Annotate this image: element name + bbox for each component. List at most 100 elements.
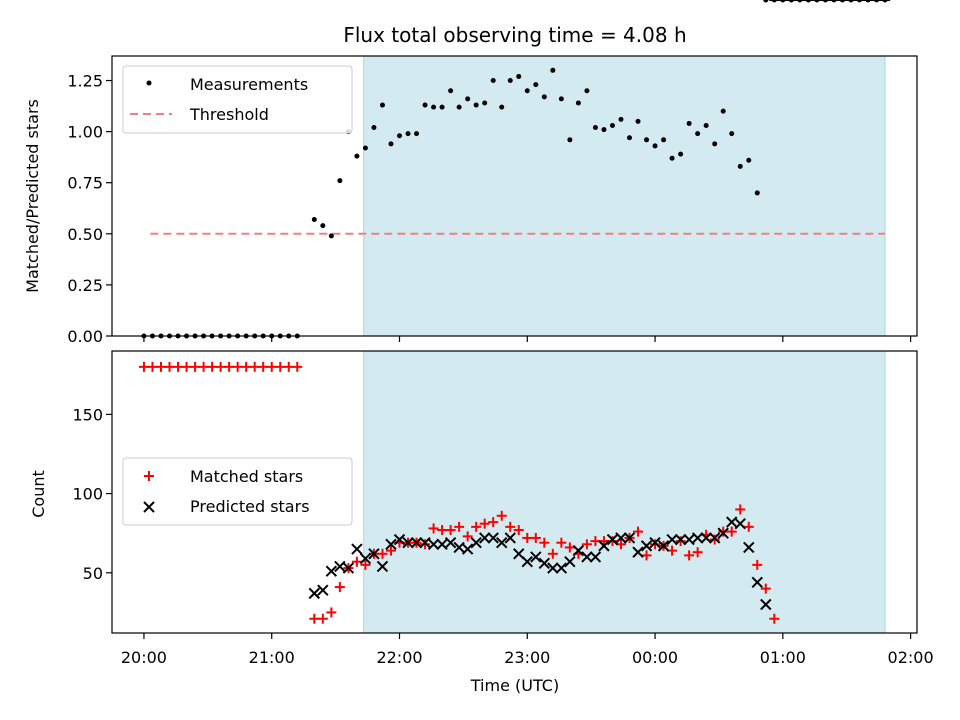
measurement-point	[567, 137, 573, 143]
predicted-star-point	[402, 536, 414, 549]
measurement-point	[729, 131, 735, 137]
matched-star-point	[377, 548, 388, 559]
predicted-star-point	[657, 540, 670, 552]
measurement-point	[337, 178, 343, 184]
matched-star-point	[479, 518, 490, 529]
matched-star-point	[385, 545, 396, 556]
top-panel: 0.00 0.25 0.50 0.75 1.00 1.25 Matched/Predict…	[23, 0, 918, 346]
measurement-point	[601, 127, 607, 133]
legend-threshold: Threshold	[189, 105, 269, 124]
matched-star-point	[675, 536, 686, 547]
matched-star-point	[598, 536, 609, 547]
matched-star-point	[360, 559, 371, 570]
matched-star-point	[309, 613, 320, 624]
measurement-point	[388, 141, 394, 147]
measurement-point	[592, 125, 598, 131]
measurement-point	[328, 233, 334, 239]
matched-star-point	[138, 361, 149, 372]
x-tick-label: 21:00	[249, 648, 295, 667]
measurement-point	[550, 67, 556, 73]
measurement-point	[414, 131, 420, 137]
measurement-point	[686, 120, 692, 126]
y-tick-label: 0.75	[67, 174, 103, 193]
measurement-point	[422, 102, 428, 108]
matched-star-point	[735, 504, 746, 515]
predicted-star-point	[691, 532, 704, 544]
matched-star-point	[181, 361, 192, 372]
x-axis-label: Time (UTC)	[470, 676, 559, 695]
matched-star-point	[462, 531, 473, 542]
measurement-point	[669, 155, 675, 161]
matched-star-point	[215, 361, 226, 372]
top-legend: Measurements Threshold	[122, 65, 353, 134]
predicted-star-point	[606, 533, 619, 546]
measurement-point	[737, 163, 743, 169]
observing-window-shade	[363, 350, 886, 634]
x-tick-label: 00:00	[632, 648, 678, 667]
matched-star-point	[539, 537, 550, 548]
top-legend-box	[122, 65, 353, 134]
measurement-point	[678, 151, 684, 157]
measurement-point	[439, 104, 445, 110]
bottom-panel-frame	[111, 350, 918, 634]
measurement-point	[379, 102, 385, 108]
measurement-point	[499, 104, 505, 110]
measurement-point	[618, 116, 624, 122]
bottom-ylabel: Count	[29, 470, 48, 518]
measurement-point	[448, 88, 454, 94]
x-tick-label: 01:00	[760, 648, 806, 667]
matched-star-point	[334, 582, 345, 593]
predicted-star-point	[572, 544, 585, 557]
y-tick-label: 0.25	[67, 276, 103, 295]
legend-matched: Matched stars	[190, 467, 303, 486]
matched-star-point	[292, 361, 303, 372]
matched-star-point	[420, 539, 431, 550]
matched-star-point	[224, 361, 235, 372]
measurement-point	[763, 0, 769, 3]
predicted-star-point	[334, 560, 346, 573]
measurement-point	[482, 100, 488, 106]
matched-star-point	[155, 361, 166, 372]
matched-star-point	[454, 521, 465, 532]
matched-star-point	[241, 361, 252, 372]
y-tick-label: 50	[83, 564, 103, 583]
matched-star-point	[249, 361, 260, 372]
predicted-star-point	[325, 565, 338, 577]
matched-star-point	[445, 525, 456, 536]
predicted-star-point	[589, 551, 602, 563]
measurement-point	[703, 122, 709, 128]
predicted-star-point	[436, 538, 448, 550]
measurement-point	[371, 125, 377, 131]
predicted-star-point	[461, 543, 474, 555]
predicted-star-point	[717, 527, 729, 539]
measurement-point	[541, 94, 547, 100]
measurement-point	[695, 131, 701, 137]
measurement-point	[311, 217, 317, 223]
legend-predicted: Predicted stars	[190, 497, 310, 516]
predicted-star-point	[547, 562, 559, 574]
predicted-star-point	[538, 557, 551, 569]
predicted-star-point	[666, 533, 678, 546]
predicted-star-point	[743, 541, 755, 554]
matched-star-point	[522, 532, 533, 543]
predicted-star-point	[393, 533, 406, 546]
predicted-star-point	[555, 562, 568, 574]
predicted-star-point	[351, 543, 363, 555]
matched-star-point	[207, 361, 218, 372]
matched-star-point	[283, 361, 294, 372]
matched-star-point	[752, 559, 763, 570]
measurement-point	[652, 143, 658, 149]
predicted-star-point	[615, 532, 627, 544]
chart-title: Flux total observing time = 4.08 h	[343, 23, 686, 47]
predicted-star-point	[581, 551, 593, 563]
measurement-point	[465, 96, 471, 102]
matched-star-point	[266, 361, 277, 372]
matched-star-point	[317, 613, 328, 624]
y-tick-label: 0.50	[67, 225, 103, 244]
matched-star-point	[530, 532, 541, 543]
predicted-star-point	[726, 516, 738, 528]
measurement-point	[661, 137, 667, 143]
predicted-star-point	[708, 532, 721, 544]
predicted-star-point	[496, 536, 508, 549]
y-tick-label: 100	[72, 485, 103, 504]
